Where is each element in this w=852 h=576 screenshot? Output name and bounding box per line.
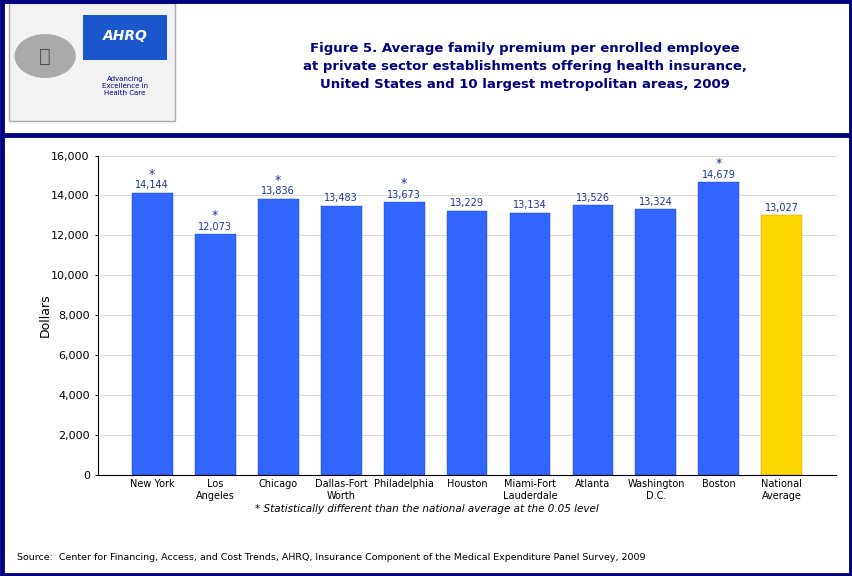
FancyBboxPatch shape [83, 14, 166, 59]
Text: * Statistically different than the national average at the 0.05 level: * Statistically different than the natio… [255, 504, 597, 514]
Bar [257, 199, 298, 475]
Bar [383, 202, 424, 475]
Text: Advancing
Excellence in
Health Care: Advancing Excellence in Health Care [101, 75, 148, 96]
Bar [698, 182, 739, 475]
Text: 13,673: 13,673 [387, 190, 421, 200]
Text: 13,526: 13,526 [575, 192, 609, 203]
Text: *: * [274, 174, 281, 187]
Text: 13,324: 13,324 [638, 196, 672, 207]
Text: 13,836: 13,836 [261, 187, 295, 196]
Text: 13,483: 13,483 [324, 194, 358, 203]
Bar [635, 209, 676, 475]
Text: Figure 5. Average family premium per enrolled employee
at private sector establi: Figure 5. Average family premium per enr… [302, 41, 746, 91]
Bar [572, 205, 613, 475]
Bar [131, 192, 172, 475]
Text: AHRQ: AHRQ [102, 29, 147, 43]
Bar [320, 206, 361, 475]
Bar [761, 215, 802, 475]
Text: *: * [400, 177, 406, 191]
Circle shape [15, 35, 75, 77]
Bar [509, 213, 550, 475]
Bar [194, 234, 235, 475]
Text: 13,027: 13,027 [764, 203, 798, 213]
FancyBboxPatch shape [9, 3, 175, 121]
Y-axis label: Dollars: Dollars [39, 294, 52, 337]
Text: *: * [149, 168, 155, 181]
Text: 13,229: 13,229 [450, 199, 483, 209]
Text: 🦅: 🦅 [39, 47, 51, 66]
Bar [446, 211, 486, 475]
Text: 13,134: 13,134 [513, 200, 546, 210]
Text: *: * [211, 210, 218, 222]
Text: 12,073: 12,073 [198, 222, 232, 232]
Text: Source:  Center for Financing, Access, and Cost Trends, AHRQ, Insurance Componen: Source: Center for Financing, Access, an… [17, 552, 645, 562]
Text: 14,679: 14,679 [701, 169, 735, 180]
Text: 14,144: 14,144 [135, 180, 169, 190]
Text: *: * [715, 157, 722, 170]
